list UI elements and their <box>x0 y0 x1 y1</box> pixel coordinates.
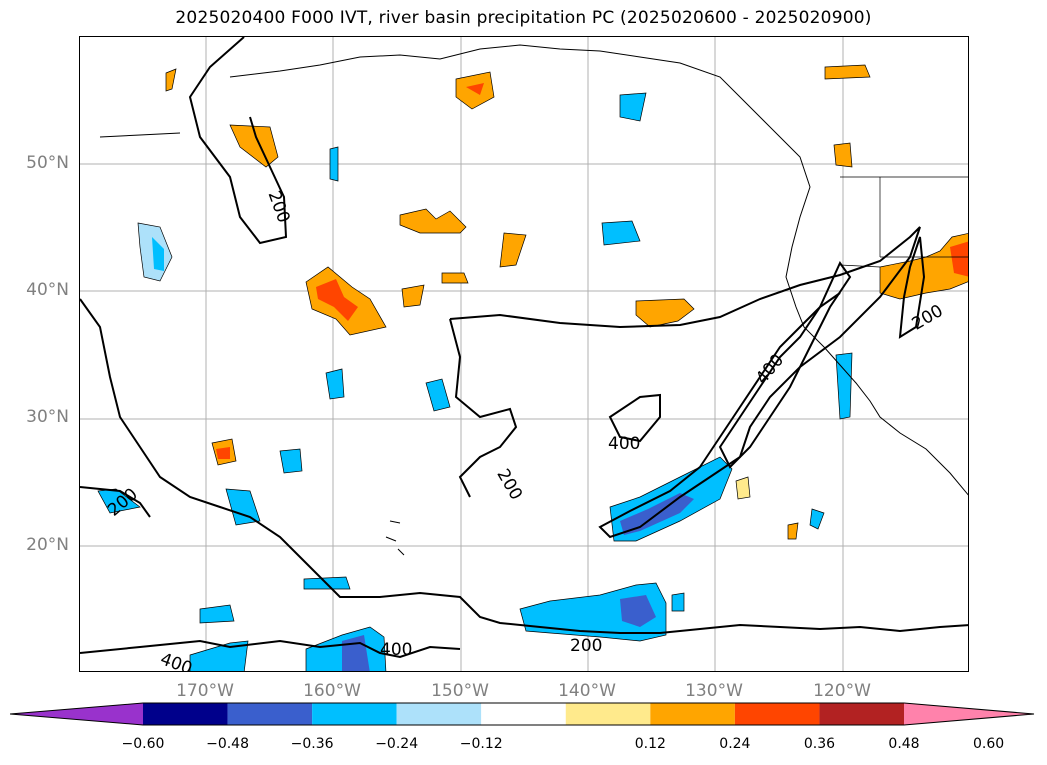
contour-label: 200 <box>492 466 526 504</box>
pc-negative-region <box>835 352 853 420</box>
colorbar-cell <box>312 703 397 725</box>
pc-positive-region <box>824 64 871 80</box>
colorbar-tick-label: 0.48 <box>888 736 920 752</box>
pc-negative-region <box>809 508 825 530</box>
pc-positive-region <box>441 272 469 284</box>
contour-labels: 200 200 200 200 400 400 400 400 200 <box>104 188 947 672</box>
lat-label-30n: 30°N <box>26 407 69 427</box>
map-panel: 200 200 200 200 400 400 400 400 200 <box>79 36 969 672</box>
lon-label-140w: 140°W <box>558 681 616 701</box>
pc-negative-core <box>152 237 164 271</box>
pc-negative-region <box>325 368 345 400</box>
ivt-contour-200-south <box>80 298 968 634</box>
ivt-contour-200-inner <box>449 318 518 498</box>
colorbar-tick-label: −0.60 <box>121 736 165 752</box>
pc-negative-region <box>329 146 339 182</box>
pc-positive-region <box>499 232 527 268</box>
map-title: 2025020400 F000 IVT, river basin precipi… <box>175 8 872 28</box>
colorbar-tick-label: 0.36 <box>803 736 836 752</box>
colorbar-cell <box>734 703 820 725</box>
lon-label-150w: 150°W <box>431 681 489 701</box>
pc-negative-region <box>199 604 235 624</box>
lon-label-130w: 130°W <box>685 681 743 701</box>
pc-positive-region <box>879 233 968 300</box>
colorbar-cell <box>650 703 735 725</box>
lat-label-40n: 40°N <box>26 280 69 300</box>
colorbar-tick-label: −0.24 <box>375 736 419 752</box>
political-borders <box>839 176 968 268</box>
ivt-contour-400-east <box>608 393 661 443</box>
pc-negative-region <box>225 488 261 526</box>
colorbar-tick-label: 0.60 <box>972 736 1005 752</box>
pc-positive-region <box>165 68 177 92</box>
lat-label-20n: 20°N <box>26 535 69 555</box>
colorbar-extend-high <box>904 703 1034 725</box>
pc-positive-core <box>466 83 484 95</box>
pc-positive-core <box>950 241 968 277</box>
pc-positive-region <box>399 208 467 234</box>
colorbar-cell <box>481 703 566 725</box>
lon-label-160w: 160°W <box>303 681 361 701</box>
pc-positive-core <box>316 279 358 321</box>
ivt-contour-400-south <box>80 639 461 659</box>
ivt-contour-200-east <box>898 236 926 339</box>
colorbar-tick-label: −0.36 <box>290 736 334 752</box>
ivt-contours <box>80 37 968 659</box>
pc-positive-region <box>735 476 751 500</box>
pc-positive-region <box>833 142 853 168</box>
colorbar-cell <box>143 703 228 725</box>
pc-positive-region <box>401 284 425 308</box>
colorbar-tick-label: −0.12 <box>459 736 503 752</box>
contour-label: 200 <box>264 188 294 225</box>
lon-label-120w: 120°W <box>813 681 871 701</box>
coastline-north-america <box>229 44 968 496</box>
colorbar-cell <box>227 703 313 725</box>
colorbar-extend-low <box>10 703 143 725</box>
ivt-contour-200-west <box>188 37 288 245</box>
colorbar-outline <box>10 702 1035 726</box>
ivt-contour-200-southwest <box>80 486 151 518</box>
colorbar-tick-label: 0.12 <box>634 736 666 752</box>
ivt-contour-400-main <box>718 261 852 469</box>
graticule <box>80 37 968 671</box>
coastline-hawaii <box>385 520 405 556</box>
pc-positive-region <box>635 298 695 328</box>
colorbar-cells <box>10 702 1035 726</box>
colorbar-tick-label: −0.48 <box>206 736 249 752</box>
pc-negative-region <box>671 592 685 612</box>
map-canvas: 200 200 200 200 400 400 400 400 200 <box>80 37 968 672</box>
contour-label: 400 <box>608 434 640 454</box>
colorbar-cell <box>565 703 651 725</box>
colorbar-cell <box>819 703 904 725</box>
pc-negative-region <box>601 220 641 246</box>
pc-negative-region <box>279 448 303 474</box>
lon-label-170w: 170°W <box>176 681 234 701</box>
coastlines <box>99 44 968 556</box>
pc-positive-region <box>787 522 799 540</box>
contour-label: 400 <box>158 649 195 672</box>
pc-positive-core <box>216 447 230 459</box>
pc-negative-region <box>519 582 667 642</box>
lat-label-50n: 50°N <box>26 153 69 173</box>
precip-pc-shading-negative <box>97 92 853 671</box>
coastline-aleutians <box>99 132 181 138</box>
pc-negative-core <box>620 595 656 627</box>
ivt-contour-200-main <box>449 226 921 539</box>
pc-negative-region <box>619 92 647 122</box>
contour-label: 400 <box>380 640 412 660</box>
contour-label: 200 <box>909 301 947 335</box>
colorbar <box>10 702 1035 726</box>
contour-label: 200 <box>570 636 602 656</box>
colorbar-cell <box>396 703 482 725</box>
pc-negative-region <box>425 378 451 412</box>
colorbar-tick-label: 0.24 <box>719 736 751 752</box>
